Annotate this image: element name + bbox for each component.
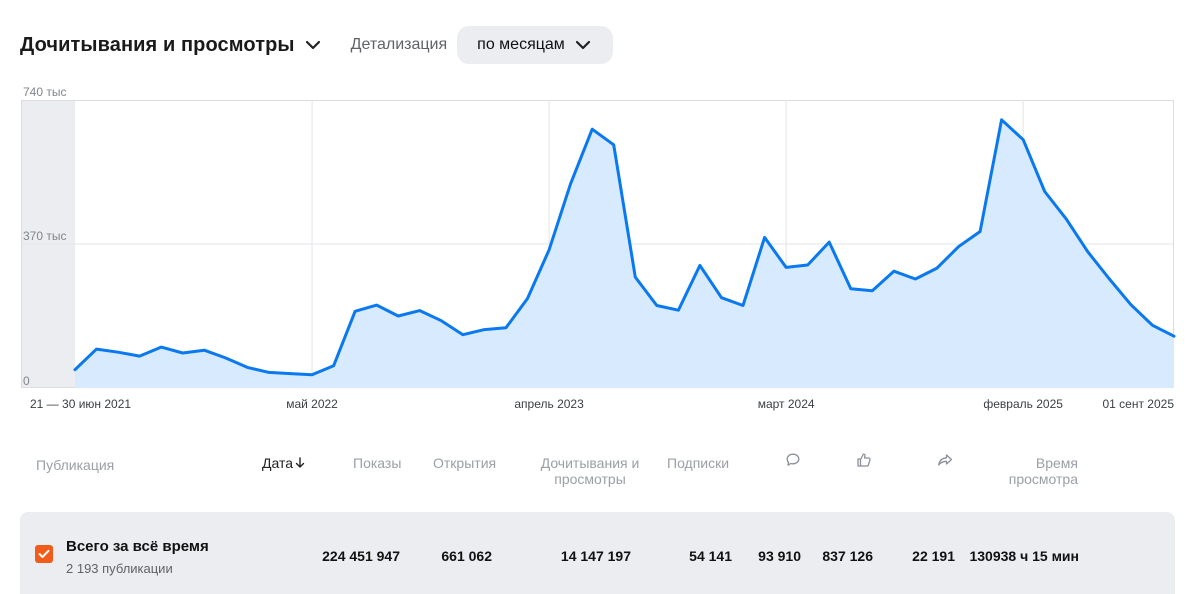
page-title: Дочитывания и просмотры: [20, 33, 295, 56]
data-point: [482, 328, 486, 332]
total-comments: 93 910: [758, 548, 801, 564]
total-row-checkbox[interactable]: [35, 545, 53, 563]
share-icon[interactable]: [937, 452, 953, 468]
data-point: [827, 240, 831, 244]
data-point: [181, 351, 185, 355]
data-point: [461, 333, 465, 337]
data-point: [353, 309, 357, 313]
data-point: [159, 345, 163, 349]
data-point: [784, 265, 788, 269]
data-point: [526, 297, 530, 301]
y-tick-label: 740 тыс: [23, 85, 66, 99]
data-point: [1107, 277, 1111, 281]
total-row-title: Всего за всё время: [66, 538, 209, 555]
data-point: [138, 354, 142, 358]
data-point: [633, 275, 637, 279]
data-point: [612, 143, 616, 147]
y-tick-label: 370 тыс: [23, 229, 66, 243]
total-shares: 22 191: [912, 548, 955, 564]
data-point: [116, 350, 120, 354]
data-point: [245, 365, 249, 369]
detail-label: Детализация: [350, 36, 448, 53]
data-point: [763, 235, 767, 239]
col-opens[interactable]: Открытия: [433, 455, 497, 471]
col-reads-views[interactable]: Дочитывания и просмотры: [540, 455, 640, 487]
series-area: [75, 119, 1174, 389]
data-point: [95, 347, 99, 351]
data-point: [676, 308, 680, 312]
col-publication: Публикация: [36, 457, 115, 473]
data-point: [892, 269, 896, 273]
data-point: [849, 287, 853, 291]
data-point: [418, 309, 422, 313]
data-point: [1000, 118, 1004, 122]
thumbs-up-icon[interactable]: [856, 452, 872, 468]
data-point: [870, 289, 874, 293]
data-point: [1064, 217, 1068, 221]
data-point: [1086, 250, 1090, 254]
reads-views-chart[interactable]: 21 — 30 июн 2021 май 2022 апрель 2023 март …: [0, 84, 1200, 414]
data-point: [806, 263, 810, 267]
col-watch-time[interactable]: Время просмотра: [1008, 455, 1078, 487]
data-point: [1021, 138, 1025, 142]
data-point: [1043, 190, 1047, 194]
data-point: [289, 372, 293, 376]
period-select[interactable]: по месяцам: [457, 26, 613, 64]
col-date[interactable]: Дата: [262, 455, 305, 471]
total-opens: 661 062: [441, 548, 492, 564]
x-tick-label: 21 — 30 июн 2021: [30, 397, 131, 411]
x-tick-label: май 2022: [286, 397, 338, 411]
chevron-down-icon: [575, 40, 591, 50]
total-impressions: 224 451 947: [322, 548, 400, 564]
data-point: [504, 326, 508, 330]
total-subscriptions: 54 141: [689, 548, 732, 564]
data-point: [741, 304, 745, 308]
data-point: [1129, 303, 1133, 307]
data-point: [978, 230, 982, 234]
data-point: [913, 277, 917, 281]
data-point: [698, 263, 702, 267]
data-point: [439, 319, 443, 323]
check-icon: [38, 549, 50, 559]
col-subscriptions[interactable]: Подписки: [667, 455, 730, 471]
arrow-down-icon: [295, 457, 305, 469]
total-row: Всего за всё время 2 193 публикации 224 …: [20, 512, 1175, 594]
series-line: [73, 118, 1176, 377]
data-point: [73, 368, 77, 372]
data-point: [202, 348, 206, 352]
report-header: Дочитывания и просмотры Детализация по м…: [20, 26, 613, 64]
data-point: [935, 266, 939, 270]
data-point: [332, 364, 336, 368]
data-point: [590, 127, 594, 131]
data-point: [1172, 334, 1176, 338]
x-tick-label: апрель 2023: [514, 397, 584, 411]
data-point: [547, 248, 551, 252]
data-point: [569, 182, 573, 186]
col-impressions[interactable]: Показы: [353, 455, 402, 471]
chevron-down-icon[interactable]: [305, 36, 323, 54]
data-point: [957, 245, 961, 249]
chart-svg: 21 — 30 июн 2021 май 2022 апрель 2023 март …: [21, 85, 1176, 411]
total-likes: 837 126: [822, 548, 873, 564]
total-reads-views: 14 147 197: [560, 548, 631, 564]
x-tick-label: 01 сент 2025: [1102, 397, 1174, 411]
y-tick-label: 0: [23, 374, 30, 388]
comment-icon[interactable]: [785, 452, 801, 468]
total-watch-time: 130938 ч 15 мин: [969, 548, 1079, 564]
x-tick-label: март 2024: [758, 397, 815, 411]
data-point: [396, 314, 400, 318]
data-point: [375, 303, 379, 307]
x-tick-label: февраль 2025: [983, 397, 1063, 411]
data-point: [310, 373, 314, 377]
data-point: [720, 296, 724, 300]
col-date-label: Дата: [262, 455, 294, 471]
data-point: [655, 304, 659, 308]
data-point: [224, 356, 228, 360]
table-header: Публикация Дата Показы Открытия Дочитыва…: [0, 452, 1200, 492]
data-point: [1151, 323, 1155, 327]
total-row-subtitle: 2 193 публикации: [66, 561, 173, 576]
period-select-value: по месяцам: [477, 36, 565, 53]
data-point: [267, 370, 271, 374]
